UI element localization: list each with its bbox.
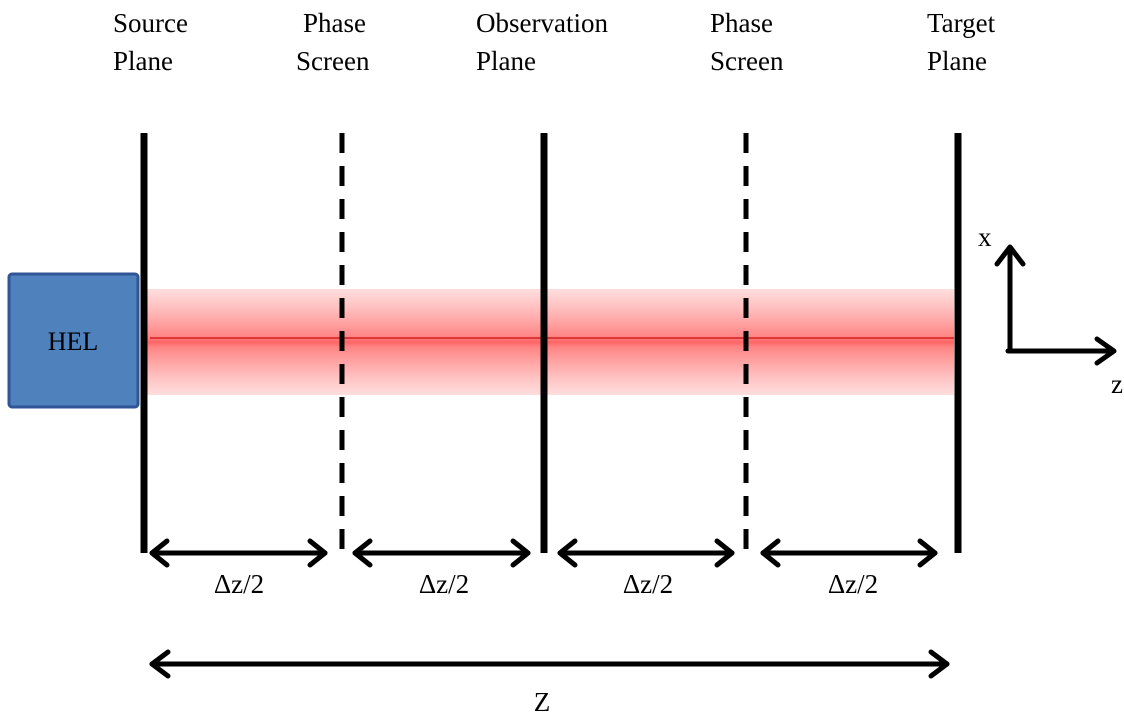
observation-plane-label-line2: Plane (476, 46, 536, 76)
spacing-label-1: Δz/2 (214, 569, 264, 599)
spacing-arrow-3 (557, 538, 735, 568)
spacing-label-3: Δz/2 (623, 569, 673, 599)
spacing-arrow-4 (760, 538, 938, 568)
hel-label: HEL (48, 327, 99, 356)
spacing-label-4: Δz/2 (828, 569, 878, 599)
source-plane-label-line2: Plane (113, 46, 173, 76)
phase-screen-1-label-line1: Phase (303, 8, 366, 38)
spacing-arrow-2 (352, 538, 531, 568)
total-length-label: Z (534, 687, 551, 715)
spacing-label-2: Δz/2 (419, 569, 469, 599)
z-axis-arrowhead (1094, 336, 1117, 366)
x-axis-arrowhead (994, 244, 1026, 267)
hel-source-box (7, 272, 140, 409)
phase-screen-2-label-line2: Screen (710, 46, 784, 76)
target-plane-label-line2: Plane (927, 46, 987, 76)
coordinate-axes: x z (978, 222, 1123, 399)
phase-screen-2-label-line1: Phase (710, 8, 773, 38)
spacing-arrow-1 (149, 538, 328, 568)
observation-plane-label-line1: Observation (476, 8, 608, 38)
total-length-arrow (149, 649, 950, 679)
laser-beam-glow (146, 289, 954, 395)
x-axis-label: x (978, 222, 992, 252)
source-plane-label-line1: Source (113, 8, 188, 38)
phase-screen-1-label-line2: Screen (296, 46, 370, 76)
target-plane-label-line1: Target (927, 8, 996, 38)
z-axis-label: z (1111, 369, 1123, 399)
